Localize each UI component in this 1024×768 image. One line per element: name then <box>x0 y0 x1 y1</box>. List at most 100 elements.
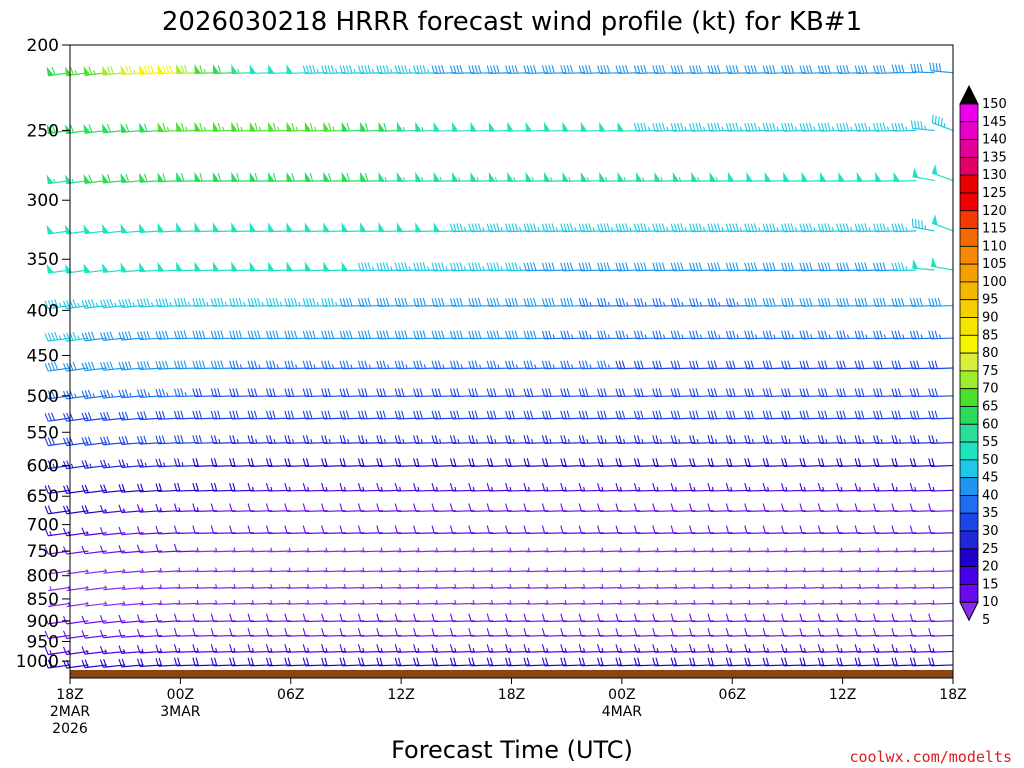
barb-full <box>839 65 843 74</box>
barb-flag <box>286 172 294 182</box>
credit-label: coolwx.com/modelts <box>849 748 1012 766</box>
barb-staff <box>287 586 310 589</box>
barb-full <box>468 65 472 74</box>
barb-flag <box>157 261 165 272</box>
barb-half <box>766 547 770 552</box>
barb-full <box>845 223 850 232</box>
barb-full <box>799 613 803 622</box>
barb-full <box>658 360 663 369</box>
barb-half <box>454 647 457 653</box>
barb-full <box>124 331 129 340</box>
barb-staff <box>526 586 549 589</box>
barb-flag <box>543 172 551 182</box>
barb-flag <box>231 222 238 233</box>
barb-half <box>877 584 880 589</box>
barb-staff <box>121 586 144 591</box>
barb-full <box>695 388 699 397</box>
colorbar-label: 120 <box>982 204 1007 219</box>
barb-full <box>854 503 858 512</box>
barb-flag <box>138 262 146 272</box>
barb-full <box>103 389 108 398</box>
barb-staff <box>250 550 273 553</box>
barb-full <box>309 330 313 339</box>
barb-full <box>44 546 49 555</box>
barb-half <box>185 126 188 131</box>
barb-full <box>563 458 567 467</box>
barb-full <box>769 410 773 419</box>
barb-full <box>618 458 623 467</box>
barb-half <box>196 507 199 512</box>
barb-half <box>421 176 424 182</box>
barb-full <box>842 388 846 397</box>
barb-full <box>710 223 714 232</box>
wind-barb <box>360 599 383 605</box>
barb-full <box>508 360 512 369</box>
wind-barb <box>84 601 107 607</box>
wind-barb <box>213 584 236 589</box>
barb-full <box>710 298 714 307</box>
barb-staff <box>287 602 310 605</box>
barb-full <box>44 616 49 625</box>
barb-full <box>397 410 402 419</box>
barb-full <box>802 435 806 444</box>
barb-full <box>802 360 806 369</box>
barb-full <box>376 65 380 74</box>
barb-full <box>339 388 343 397</box>
barb-full <box>839 435 843 444</box>
barb-full <box>456 223 460 232</box>
barb-staff <box>48 532 71 537</box>
barb-full <box>523 503 527 512</box>
barb-full <box>198 410 203 419</box>
barb-half <box>93 70 96 75</box>
barb-full <box>124 411 129 420</box>
barb-full <box>545 410 549 419</box>
wind-barb <box>857 547 880 553</box>
barb-full <box>471 298 475 307</box>
barb-full <box>655 330 659 339</box>
barb-staff <box>912 602 935 605</box>
barb-full <box>192 628 196 637</box>
barb-flag <box>562 121 569 132</box>
barb-full <box>66 332 71 341</box>
barb-full <box>247 482 251 492</box>
barb-staff <box>176 570 199 573</box>
barb-full <box>747 262 751 271</box>
barb-full <box>621 298 626 307</box>
wind-barb <box>415 599 438 605</box>
barb-full <box>615 644 619 653</box>
barb-half <box>166 392 169 397</box>
barb-full <box>158 388 163 397</box>
barb-staff <box>930 664 954 667</box>
barb-half <box>766 567 770 572</box>
barb-full <box>493 388 497 397</box>
barb-full <box>327 360 331 369</box>
barb-flag <box>231 261 238 272</box>
barb-half <box>877 599 880 605</box>
barb-staff <box>48 550 71 555</box>
barb-full <box>633 482 638 492</box>
barb-full <box>118 361 123 371</box>
barb-full <box>232 360 236 369</box>
barb-full <box>324 410 328 419</box>
barb-full <box>486 298 491 307</box>
barb-full <box>449 360 454 369</box>
barb-half <box>132 302 135 307</box>
barb-full <box>342 435 347 444</box>
barb-full <box>772 262 776 271</box>
barb-half <box>362 547 365 552</box>
barb-full <box>361 657 365 666</box>
barb-half <box>592 227 595 232</box>
barb-full <box>762 657 766 666</box>
barb-full <box>229 613 233 622</box>
barb-half <box>905 126 908 131</box>
barb-full <box>529 410 534 419</box>
barb-full <box>618 435 623 444</box>
barb-full <box>63 616 68 625</box>
barb-full <box>640 262 644 271</box>
barb-half <box>291 439 295 444</box>
barb-half <box>380 547 383 552</box>
barb-full <box>394 644 399 653</box>
barb-full <box>136 459 141 468</box>
barb-full <box>897 298 902 307</box>
barb-full <box>431 458 435 467</box>
